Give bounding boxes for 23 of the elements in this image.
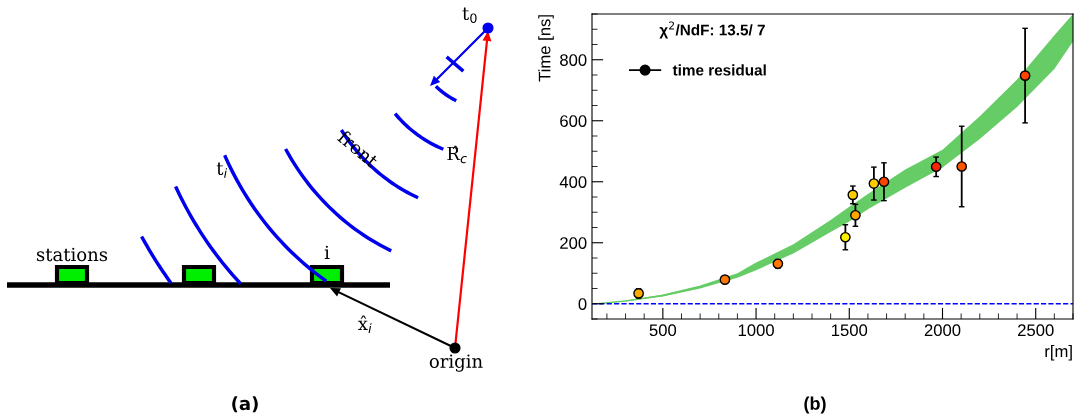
y-tick-label: 0 [578, 298, 587, 310]
text: stations [36, 247, 108, 262]
text: (a) [232, 396, 258, 413]
y-axis-title: Time [ns] [538, 15, 554, 82]
y-tick-label: 200 [560, 237, 587, 249]
text: t$_{0}$ [462, 7, 477, 23]
annotation: χ$^{2}$/NdF: 13.5/ 7 [659, 21, 765, 39]
y-tick-label: 600 [560, 115, 587, 127]
y-tick-label: 400 [559, 176, 587, 188]
text: x̂$_{i}$ [358, 315, 372, 333]
text: (b) [804, 396, 826, 414]
x-tick-label: 2500 [1018, 324, 1054, 337]
text: origin [429, 354, 483, 372]
y-tick-label: 800 [560, 54, 587, 66]
legend-label: time residual [672, 64, 766, 76]
x-axis-title: r[m] [1045, 344, 1072, 361]
x-tick-label: 1000 [738, 324, 774, 337]
text: t$_{i}$ [216, 162, 228, 178]
x-tick-label: 2000 [924, 324, 961, 337]
text: i [324, 245, 330, 259]
x-tick-label: 1500 [832, 324, 868, 337]
x-tick-label: 500 [649, 324, 677, 337]
text: R̂$_{c}$ [447, 145, 467, 164]
